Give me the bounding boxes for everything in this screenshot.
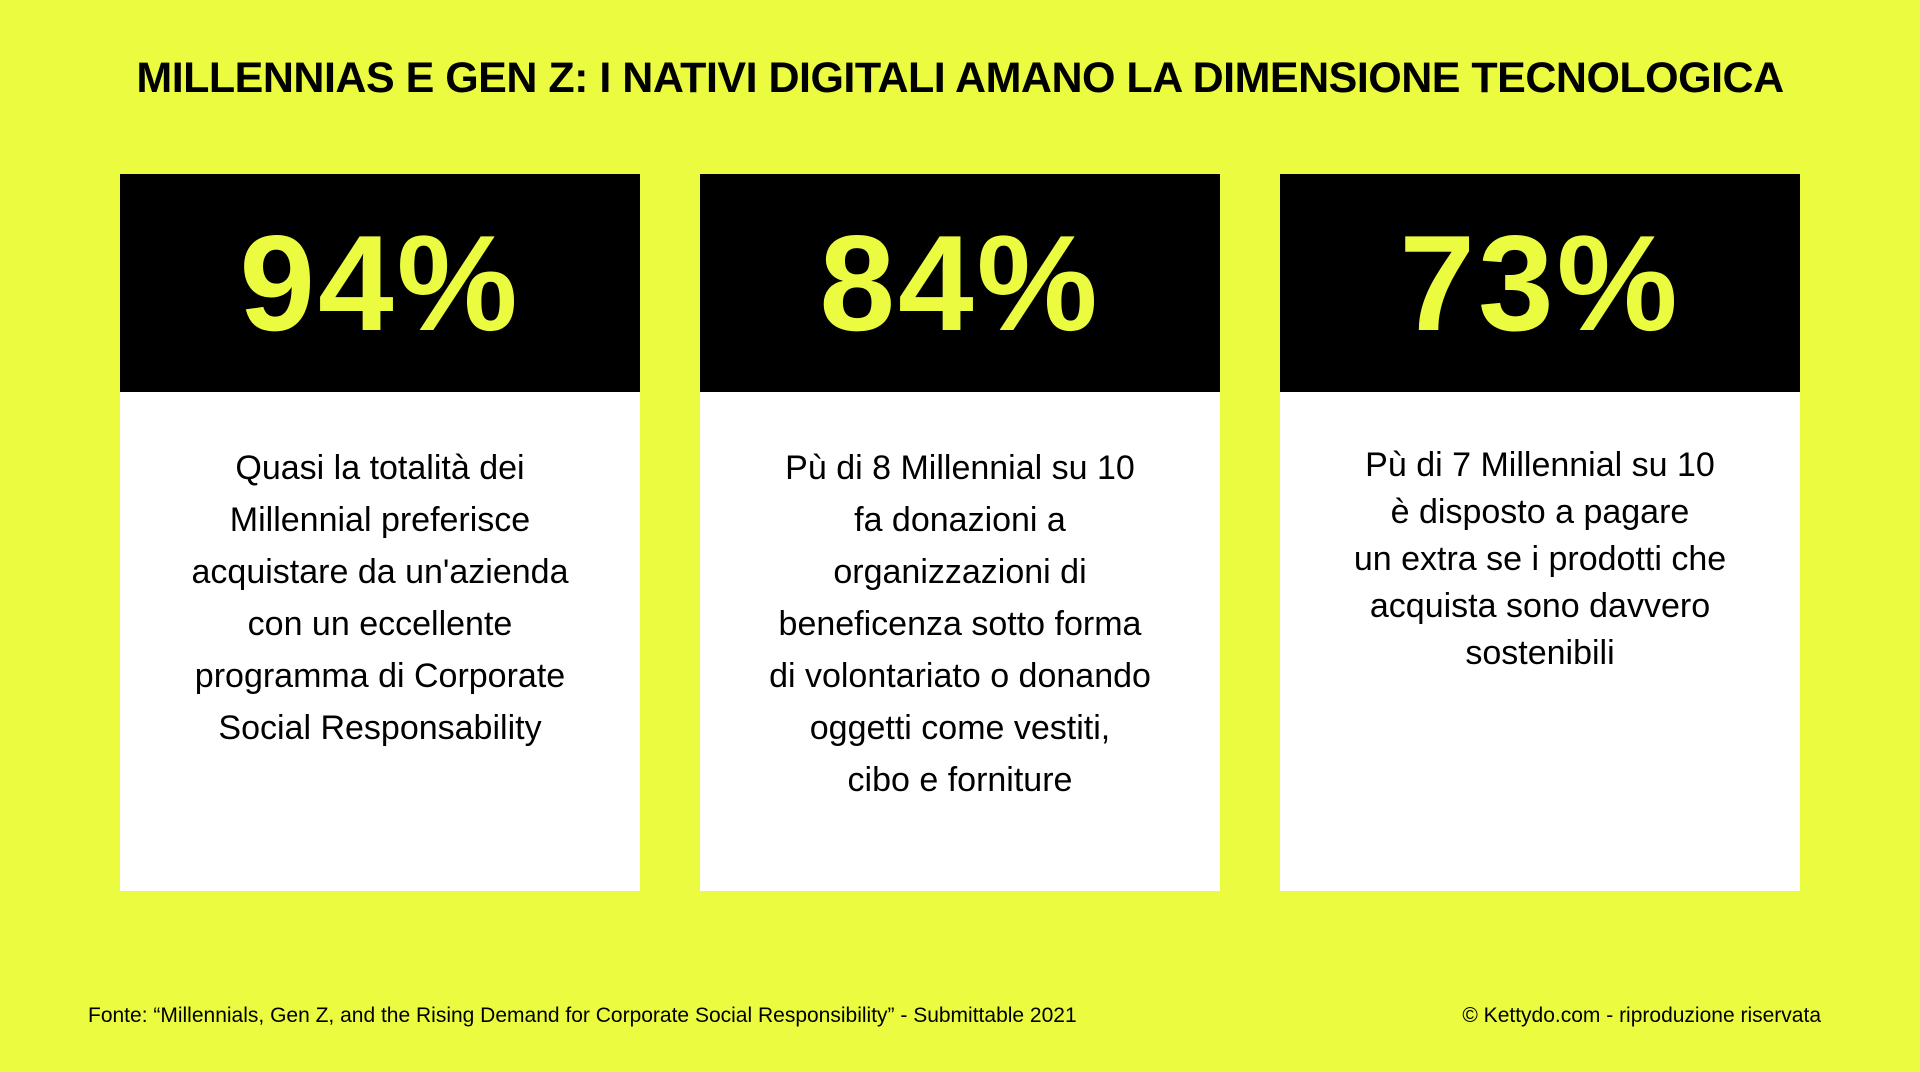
description-line: con un eccellente — [247, 605, 513, 643]
description-line: Pù di 7 Millennial su 10 — [1365, 446, 1715, 484]
stat-card: 84% Pù di 8 Millennial su 10 fa donazion… — [700, 174, 1220, 891]
stat-card: 73% Pù di 7 Millennial su 10 è disposto … — [1280, 174, 1800, 891]
description-line: oggetti come vestiti, — [809, 709, 1111, 747]
description-line: Pù di 8 Millennial su 10 — [785, 449, 1135, 487]
stat-card: 94% Quasi la totalità dei Millennial pre… — [120, 174, 640, 891]
description-line: programma di Corporate — [194, 657, 566, 695]
stat-description: Pù di 8 Millennial su 10 fa donazioni a … — [700, 392, 1220, 806]
description-line: cibo e forniture — [847, 761, 1073, 799]
stat-value: 84% — [819, 207, 1101, 359]
description-line: beneficenza sotto forma — [778, 605, 1142, 643]
description-line: Millennial preferisce — [229, 501, 531, 539]
description-line: acquista sono davvero — [1369, 587, 1711, 625]
stat-description: Pù di 7 Millennial su 10 è disposto a pa… — [1280, 392, 1800, 677]
description-line: sostenibili — [1465, 634, 1615, 672]
stat-value: 94% — [239, 207, 521, 359]
description-line: Social Responsability — [218, 709, 542, 747]
stat-card-header: 84% — [700, 174, 1220, 392]
stat-card-header: 73% — [1280, 174, 1800, 392]
description-line: è disposto a pagare — [1390, 493, 1690, 531]
stat-value: 73% — [1399, 207, 1681, 359]
source-citation: Fonte: “Millennials, Gen Z, and the Risi… — [88, 1004, 1077, 1027]
stat-card-header: 94% — [120, 174, 640, 392]
description-line: fa donazioni a — [854, 501, 1066, 539]
stat-description: Quasi la totalità dei Millennial preferi… — [120, 392, 640, 754]
description-line: organizzazioni di — [833, 553, 1087, 591]
description-line: Quasi la totalità dei — [235, 449, 525, 487]
stat-cards: 94% Quasi la totalità dei Millennial pre… — [120, 174, 1800, 891]
copyright-notice: © Kettydo.com - riproduzione riservata — [1462, 1004, 1821, 1027]
description-line: un extra se i prodotti che — [1353, 540, 1727, 578]
page-title: MILLENNIAS E GEN Z: I NATIVI DIGITALI AM… — [136, 54, 1784, 102]
description-line: acquistare da un'azienda — [191, 553, 569, 591]
description-line: di volontariato o donando — [769, 657, 1151, 695]
